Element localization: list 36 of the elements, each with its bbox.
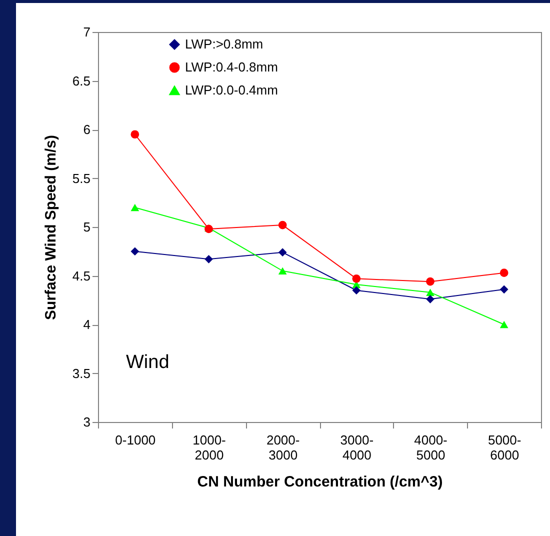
annotation: Wind [126, 352, 170, 373]
y-tick-label: 5.5 [72, 170, 90, 186]
x-tick-label: 0-1000 [115, 432, 156, 448]
y-tick-label: 7 [83, 24, 90, 40]
y-tick-label: 3.5 [72, 366, 90, 381]
point [278, 248, 287, 257]
point [204, 254, 213, 264]
point [352, 274, 361, 283]
x-tick-label: 3000-4000 [340, 432, 374, 462]
point [130, 247, 140, 256]
y-tick-label: 4 [83, 317, 90, 332]
point [426, 294, 434, 304]
x-axis-title: CN Number Concentration (/cm^3) [197, 474, 443, 490]
legend-label: LWP:0.4-0.8mm [185, 60, 278, 74]
x-tick-label: 5000-6000 [488, 432, 522, 462]
y-tick-label: 6 [83, 122, 90, 137]
x-tick-label: 2000-3000 [266, 432, 300, 462]
legend-label: LWP:0.0-0.4mm [185, 82, 278, 98]
y-tick-label: 5 [83, 220, 90, 234]
point [130, 130, 140, 139]
y-tick-label: 3 [83, 414, 90, 430]
x-tick-label: 1000-2000 [192, 432, 226, 462]
point [426, 277, 434, 286]
legend-label: LWP:>0.8mm [185, 36, 264, 52]
y-axis-title: Surface Wind Speed (m/s) [42, 135, 60, 320]
point [278, 220, 287, 230]
point [500, 268, 508, 277]
point [352, 286, 361, 295]
point [500, 320, 508, 328]
point [130, 204, 140, 212]
point [500, 285, 508, 294]
point [426, 288, 434, 296]
x-tick-label: 4000-5000 [414, 432, 448, 462]
y-tick-label: 4.5 [72, 268, 90, 284]
y-tick-label: 6.5 [72, 73, 90, 88]
point [278, 267, 287, 274]
